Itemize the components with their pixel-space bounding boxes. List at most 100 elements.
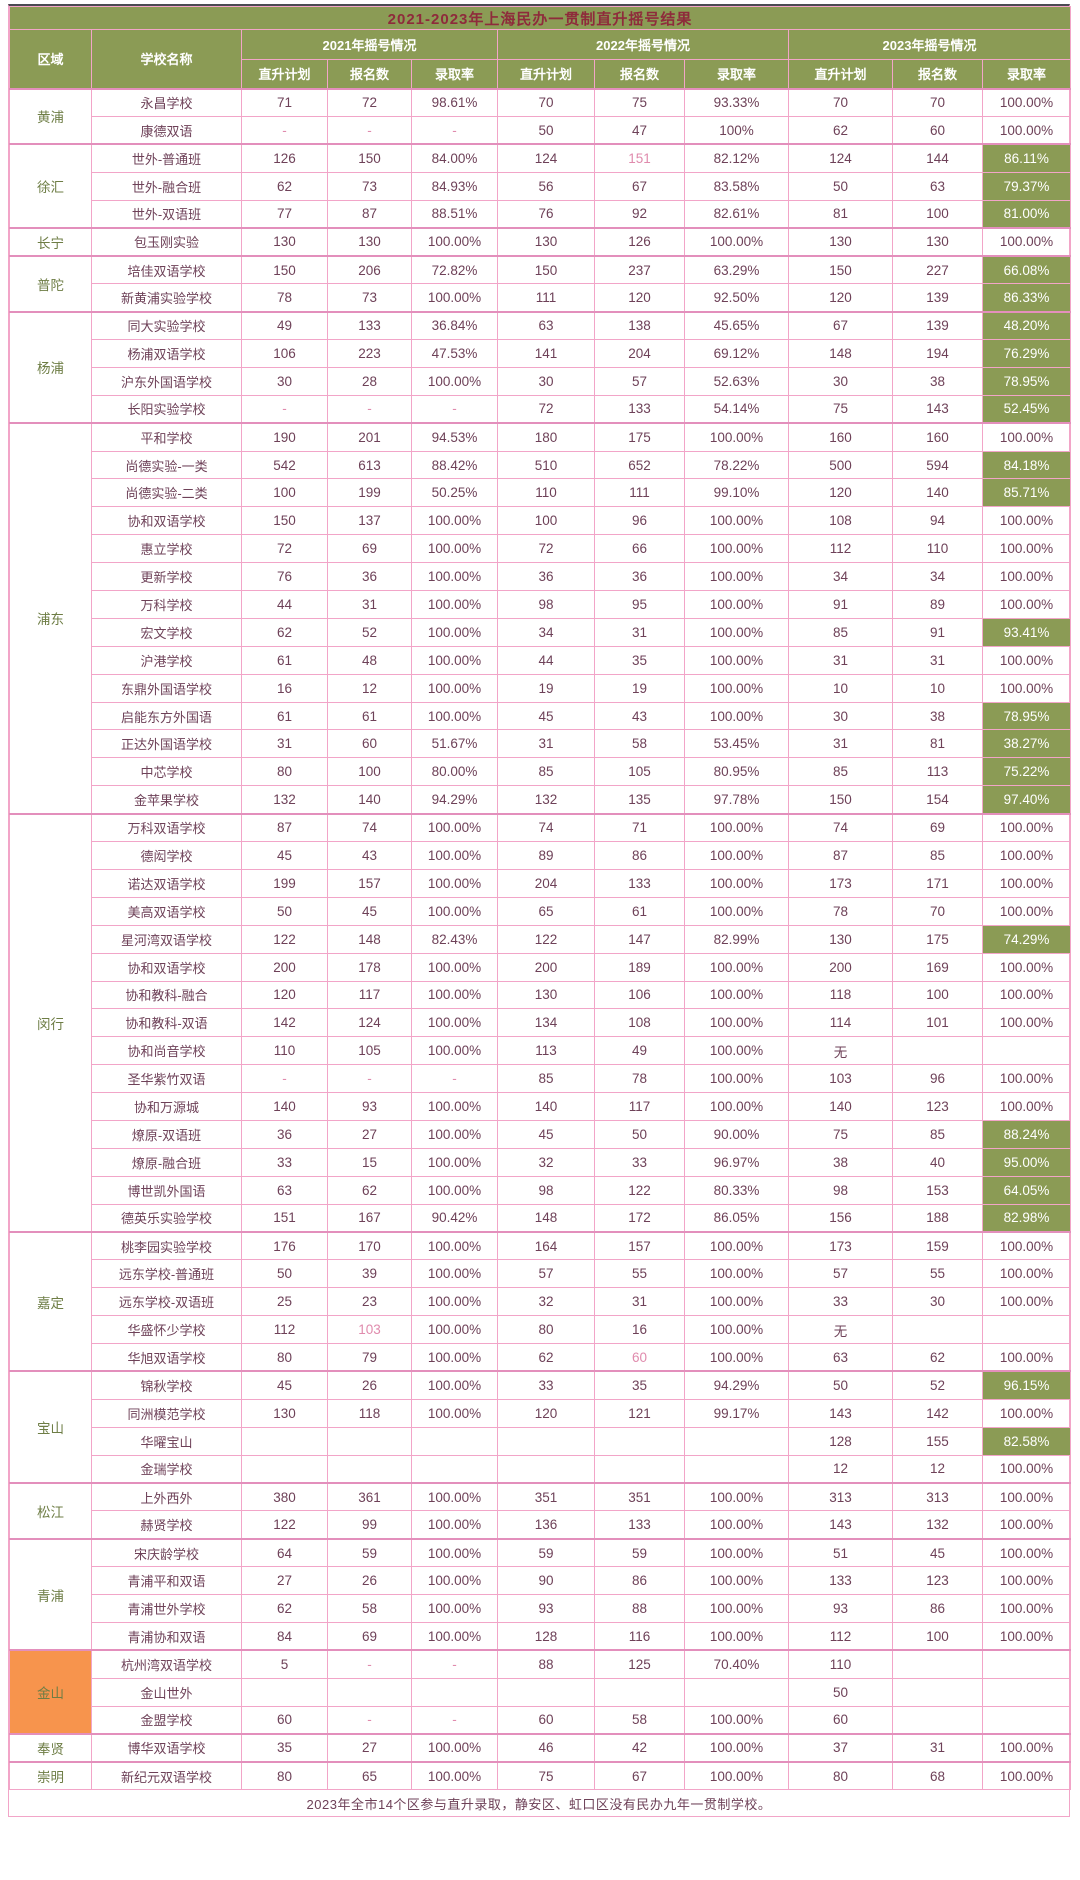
school-name-cell: 华曜宝山 — [91, 1426, 242, 1456]
value-cell — [981, 1036, 1072, 1066]
value-cell: 142 — [241, 1008, 328, 1038]
table-row: 德闳学校 45 43 100.00% 89 86 100.00% 87 85 100.00% — [10, 841, 1072, 870]
value-cell: 45 — [497, 1119, 595, 1149]
value-cell: 144 — [892, 143, 983, 173]
value-cell: 120 — [788, 283, 893, 313]
value-cell: 88.24% — [981, 1119, 1072, 1149]
value-cell: 123 — [892, 1566, 983, 1596]
value-cell: 65 — [497, 896, 595, 926]
value-cell: 124 — [497, 143, 595, 173]
value-cell: 85 — [497, 757, 595, 787]
value-cell: 86.33% — [981, 283, 1072, 313]
value-cell: 150 — [241, 506, 328, 536]
header-sub-row: 直升计划 报名数 录取率 直升计划 报名数 录取率 直升计划 报名数 录取率 — [10, 59, 1072, 89]
value-cell: 156 — [788, 1203, 893, 1233]
value-cell: 63 — [892, 171, 983, 201]
table-row: 协和万源城 140 93 100.00% 140 117 100.00% 140 123 100.… — [10, 1092, 1072, 1121]
value-cell: 150 — [788, 785, 893, 815]
value-cell: 33 — [497, 1370, 595, 1400]
school-name-cell: 德闳学校 — [91, 841, 242, 870]
subheader-applicants-2021: 报名数 — [327, 59, 412, 89]
value-cell: 38 — [892, 366, 983, 396]
value-cell: 106 — [241, 339, 328, 368]
value-cell: 16 — [594, 1315, 685, 1345]
value-cell — [594, 1677, 685, 1707]
value-cell: 160 — [892, 422, 983, 452]
value-cell — [241, 1454, 328, 1484]
value-cell — [981, 1649, 1072, 1679]
school-name-cell: 康德双语 — [91, 115, 242, 145]
subheader-applicants-2022: 报名数 — [594, 59, 685, 89]
value-cell: 108 — [788, 506, 893, 536]
table-row: 博世凯外国语 63 62 100.00% 98 122 80.33% 98 153 64.05% — [10, 1175, 1072, 1205]
subheader-plan-2023: 直升计划 — [788, 59, 893, 89]
value-cell: 52 — [892, 1370, 983, 1400]
value-cell — [497, 1426, 595, 1456]
school-name-cell: 同洲模范学校 — [91, 1398, 242, 1428]
value-cell: 148 — [788, 339, 893, 368]
value-cell: - — [411, 1705, 498, 1735]
value-cell: 103 — [788, 1064, 893, 1094]
school-name-cell: 远东学校-双语班 — [91, 1287, 242, 1317]
value-cell: 100.00% — [981, 506, 1072, 536]
value-cell: 39 — [327, 1259, 412, 1289]
school-name-cell: 新黄浦实验学校 — [91, 283, 242, 313]
value-cell: 50.25% — [411, 478, 498, 508]
value-cell: 100.00% — [411, 617, 498, 647]
value-cell: 142 — [892, 1398, 983, 1428]
value-cell — [594, 1426, 685, 1456]
value-cell: 100.00% — [411, 1092, 498, 1121]
school-name-cell: 尚德实验-二类 — [91, 478, 242, 508]
table-row: 更新学校 76 36 100.00% 36 36 100.00% 34 34 100.00% — [10, 562, 1072, 592]
value-cell: 132 — [892, 1510, 983, 1540]
table-row: 燎原-融合班 33 15 100.00% 32 33 96.97% 38 40 95.00% — [10, 1147, 1072, 1177]
district-cell: 青浦 — [9, 1537, 92, 1651]
school-name-cell: 博世凯外国语 — [91, 1175, 242, 1205]
value-cell: 135 — [594, 785, 685, 815]
value-cell: 80.00% — [411, 757, 498, 787]
value-cell: 84 — [241, 1621, 328, 1651]
value-cell: 86 — [594, 1566, 685, 1596]
school-name-cell: 尚德实验-一类 — [91, 450, 242, 480]
value-cell: 100.00% — [684, 1733, 789, 1763]
value-cell: 31 — [327, 590, 412, 619]
school-name-cell: 协和双语学校 — [91, 506, 242, 536]
table-row: 万科学校 44 31 100.00% 98 95 100.00% 91 89 100.00% — [10, 590, 1072, 619]
value-cell: 84.18% — [981, 450, 1072, 480]
title-row: 2021-2023年上海民办一贯制直升摇号结果 — [8, 6, 1072, 30]
value-cell: 69 — [892, 812, 983, 843]
value-cell: 140 — [788, 1092, 893, 1121]
value-cell: 76.29% — [981, 339, 1072, 368]
value-cell: 150 — [788, 254, 893, 285]
value-cell: 122 — [241, 1510, 328, 1540]
value-cell: 100.00% — [981, 1092, 1072, 1121]
school-name-cell: 协和教科-双语 — [91, 1008, 242, 1038]
value-cell: 125 — [594, 1649, 685, 1679]
value-cell: 33 — [788, 1287, 893, 1317]
value-cell: 190 — [241, 422, 328, 452]
value-cell: 100.00% — [981, 422, 1072, 452]
table-row: 徐汇 世外-普通班 126 150 84.00% 124 151 82.12% 124 144 86… — [9, 143, 1072, 229]
value-cell: 204 — [497, 868, 595, 898]
table-row: 金山世外 50 — [10, 1677, 1072, 1707]
value-cell: 100.00% — [981, 841, 1072, 870]
value-cell: 100.00% — [684, 1760, 789, 1791]
value-cell: 100.00% — [411, 1733, 498, 1763]
table-row: 杨浦双语学校 106 223 47.53% 141 204 69.12% 148 194 76.2… — [10, 339, 1072, 368]
table-row: 惠立学校 72 69 100.00% 72 66 100.00% 112 110 100.00% — [10, 534, 1072, 564]
value-cell: 50 — [241, 896, 328, 926]
value-cell: 100.00% — [684, 1343, 789, 1372]
value-cell: - — [327, 1705, 412, 1735]
table-row: 世外-双语班 77 87 88.51% 76 92 82.61% 81 100 81.00% — [10, 199, 1072, 229]
table-row: 普陀 培佳双语学校 150 206 72.82% 150 237 63.29% 150 227 66… — [9, 254, 1072, 313]
value-cell: 130 — [892, 226, 983, 257]
value-cell: 66 — [594, 534, 685, 564]
value-cell: 120 — [497, 1398, 595, 1428]
value-cell: 120 — [241, 980, 328, 1010]
value-cell: 128 — [497, 1621, 595, 1651]
value-cell: 99.10% — [684, 478, 789, 508]
school-name-cell: 杨浦双语学校 — [91, 339, 242, 368]
value-cell: 81 — [892, 729, 983, 759]
value-cell: 86 — [594, 841, 685, 870]
value-cell: 100.00% — [684, 226, 789, 257]
